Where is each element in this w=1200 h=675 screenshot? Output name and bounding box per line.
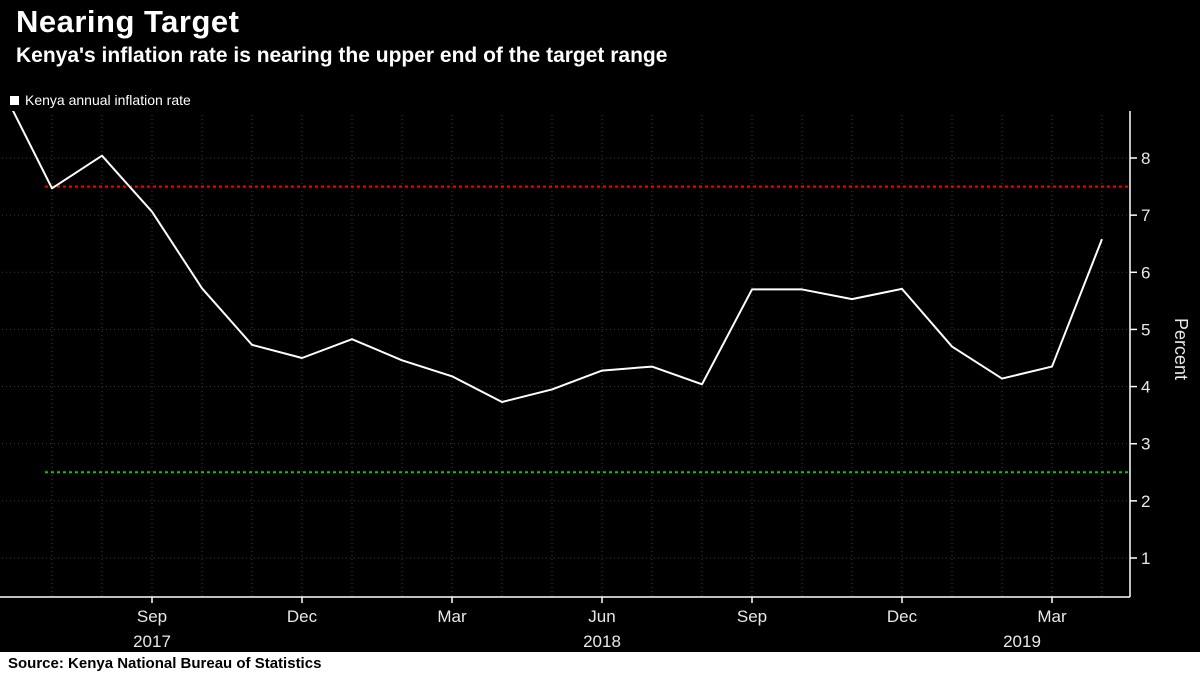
- line-chart-canvas: 1 2 3 4 5 6 7 8 Sep Dec Mar Jun Sep Dec Mar 2017 2018 201…: [0, 111, 1150, 651]
- legend: Kenya annual inflation rate: [10, 92, 191, 108]
- inflation-line: [12, 111, 1103, 403]
- x-tick-label: Sep: [137, 607, 167, 626]
- x-tick-label: Dec: [287, 607, 318, 626]
- x-tick-label: Mar: [1037, 607, 1067, 626]
- x-tick-label: Dec: [887, 607, 918, 626]
- y-tick-label: 1: [1141, 549, 1150, 568]
- x-tick-label: Sep: [737, 607, 767, 626]
- y-tick-label: 8: [1141, 149, 1150, 168]
- source-footer: Source: Kenya National Bureau of Statist…: [0, 652, 1200, 675]
- legend-marker-icon: [10, 95, 19, 105]
- chart-title: Nearing Target: [16, 4, 240, 39]
- year-label: 2018: [583, 632, 621, 651]
- source-text: Source: Kenya National Bureau of Statist…: [8, 655, 322, 672]
- y-axis-title: Percent: [1171, 318, 1191, 381]
- y-tick-label: 4: [1141, 378, 1150, 397]
- y-tick-label: 7: [1141, 206, 1150, 225]
- y-tick-label: 6: [1141, 263, 1150, 282]
- legend-label: Kenya annual inflation rate: [25, 92, 191, 108]
- y-tick-label: 2: [1141, 492, 1150, 511]
- y-tick-label: 3: [1141, 435, 1150, 454]
- year-label: 2017: [133, 632, 171, 651]
- y-tick-label: 5: [1141, 320, 1150, 339]
- chart-subtitle: Kenya's inflation rate is nearing the up…: [16, 44, 668, 67]
- year-label: 2019: [1003, 632, 1041, 651]
- x-tick-label: Jun: [588, 607, 615, 626]
- x-tick-label: Mar: [437, 607, 467, 626]
